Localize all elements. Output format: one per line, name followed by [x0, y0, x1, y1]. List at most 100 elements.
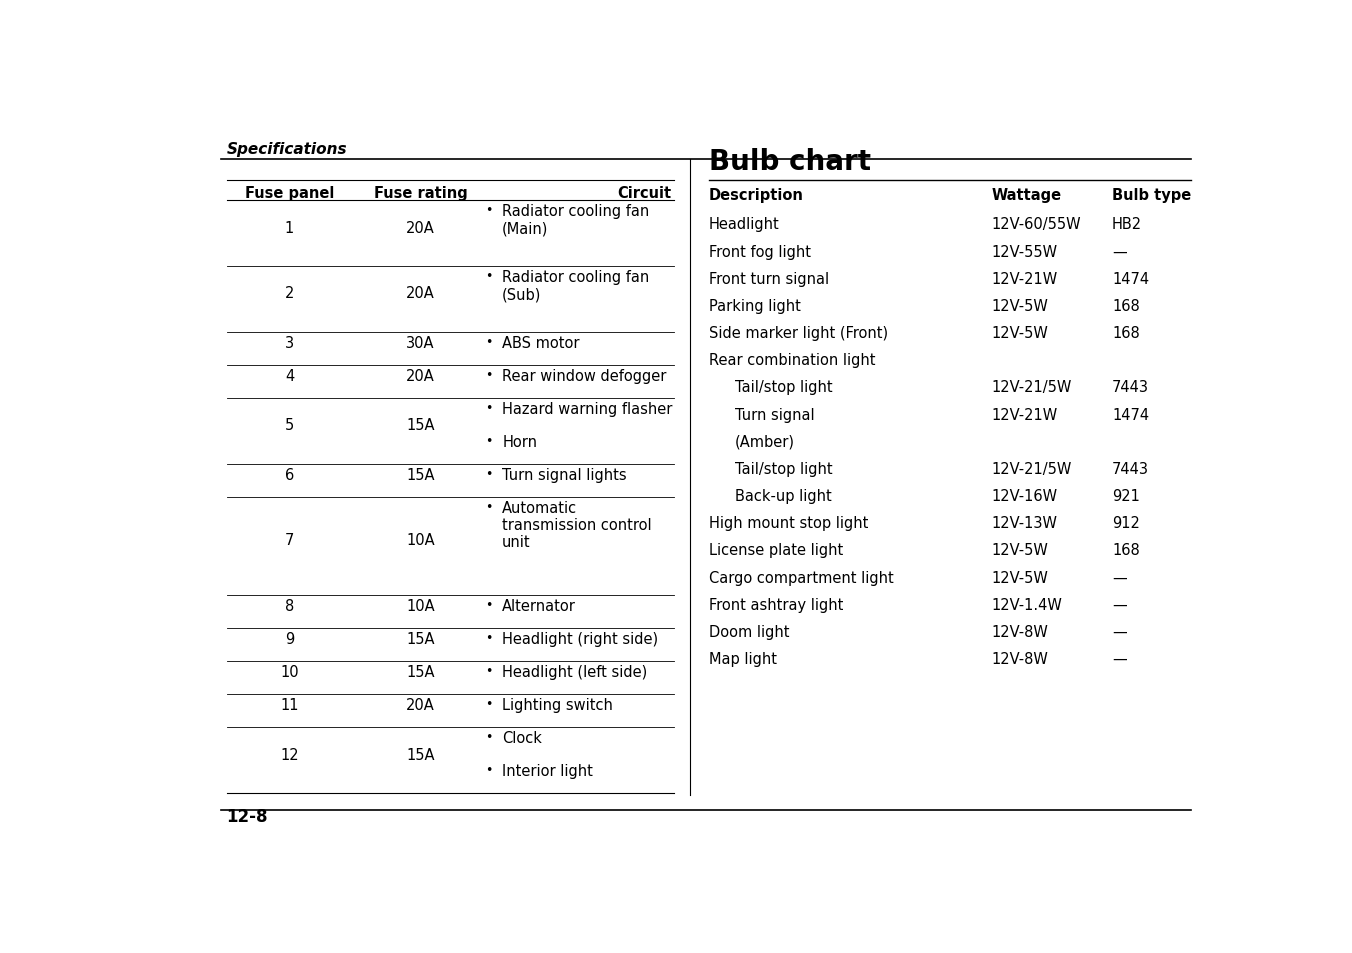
Text: •: • [485, 435, 492, 447]
Text: •: • [485, 467, 492, 480]
Text: 12V-5W: 12V-5W [991, 543, 1048, 558]
Text: 12V-60/55W: 12V-60/55W [991, 217, 1082, 233]
Text: •: • [485, 500, 492, 513]
Text: License plate light: License plate light [708, 543, 842, 558]
Text: Doom light: Doom light [708, 624, 790, 639]
Text: 12V-5W: 12V-5W [991, 570, 1048, 585]
Text: 12V-55W: 12V-55W [991, 244, 1057, 259]
Text: 1474: 1474 [1111, 272, 1149, 287]
Text: 7: 7 [285, 533, 295, 548]
Text: ABS motor: ABS motor [502, 335, 580, 351]
Text: •: • [485, 698, 492, 710]
Text: Turn signal lights: Turn signal lights [502, 467, 627, 482]
Text: —: — [1111, 244, 1126, 259]
Text: 20A: 20A [406, 369, 435, 383]
Text: •: • [485, 335, 492, 349]
Text: 12V-13W: 12V-13W [991, 516, 1057, 531]
Text: Horn: Horn [502, 435, 537, 449]
Text: (Amber): (Amber) [735, 435, 795, 449]
Text: 10: 10 [280, 664, 299, 679]
Text: 8: 8 [285, 598, 295, 614]
Text: Rear combination light: Rear combination light [708, 353, 875, 368]
Text: Bulb type: Bulb type [1111, 188, 1191, 203]
Text: 9: 9 [285, 632, 295, 646]
Text: Parking light: Parking light [708, 298, 800, 314]
Text: Specifications: Specifications [227, 142, 347, 157]
Text: 12V-1.4W: 12V-1.4W [991, 598, 1063, 612]
Text: 12: 12 [280, 747, 299, 761]
Text: 12-8: 12-8 [227, 806, 268, 824]
Text: 12V-21W: 12V-21W [991, 407, 1057, 422]
Text: 15A: 15A [406, 467, 435, 482]
Text: 15A: 15A [406, 747, 435, 761]
Text: •: • [485, 270, 492, 283]
Text: 7443: 7443 [1111, 380, 1149, 395]
Text: Radiator cooling fan
(Main): Radiator cooling fan (Main) [502, 204, 649, 236]
Text: —: — [1111, 652, 1126, 666]
Text: •: • [485, 632, 492, 644]
Text: —: — [1111, 570, 1126, 585]
Text: 3: 3 [285, 335, 293, 351]
Text: 6: 6 [285, 467, 295, 482]
Text: 912: 912 [1111, 516, 1140, 531]
Text: 15A: 15A [406, 664, 435, 679]
Text: 12V-21/5W: 12V-21/5W [991, 461, 1072, 476]
Text: •: • [485, 401, 492, 415]
Text: 20A: 20A [406, 220, 435, 235]
Text: Front turn signal: Front turn signal [708, 272, 829, 287]
Text: Headlight (right side): Headlight (right side) [502, 632, 658, 646]
Text: Automatic
transmission control
unit: Automatic transmission control unit [502, 500, 652, 550]
Text: 168: 168 [1111, 326, 1140, 340]
Text: Headlight: Headlight [708, 217, 779, 233]
Text: —: — [1111, 598, 1126, 612]
Text: High mount stop light: High mount stop light [708, 516, 868, 531]
Text: 10A: 10A [406, 533, 435, 548]
Text: •: • [485, 763, 492, 776]
Text: Map light: Map light [708, 652, 776, 666]
Text: 4: 4 [285, 369, 295, 383]
Text: 10A: 10A [406, 598, 435, 614]
Text: 12V-21W: 12V-21W [991, 272, 1057, 287]
Text: 11: 11 [280, 698, 299, 712]
Text: Headlight (left side): Headlight (left side) [502, 664, 648, 679]
Text: 7443: 7443 [1111, 461, 1149, 476]
Text: •: • [485, 664, 492, 678]
Text: Side marker light (Front): Side marker light (Front) [708, 326, 888, 340]
Text: Turn signal: Turn signal [735, 407, 814, 422]
Text: Fuse panel: Fuse panel [245, 186, 334, 200]
Text: —: — [1111, 624, 1126, 639]
Text: Interior light: Interior light [502, 763, 594, 779]
Text: •: • [485, 369, 492, 381]
Text: Hazard warning flasher: Hazard warning flasher [502, 401, 672, 416]
Text: Circuit: Circuit [617, 186, 671, 200]
Text: Back-up light: Back-up light [735, 489, 831, 503]
Text: Tail/stop light: Tail/stop light [735, 461, 833, 476]
Text: Alternator: Alternator [502, 598, 576, 614]
Text: 12V-5W: 12V-5W [991, 326, 1048, 340]
Text: Front ashtray light: Front ashtray light [708, 598, 844, 612]
Text: 168: 168 [1111, 543, 1140, 558]
Text: Radiator cooling fan
(Sub): Radiator cooling fan (Sub) [502, 270, 649, 302]
Text: 921: 921 [1111, 489, 1140, 503]
Text: 2: 2 [285, 286, 295, 301]
Text: 5: 5 [285, 417, 295, 433]
Text: Tail/stop light: Tail/stop light [735, 380, 833, 395]
Text: •: • [485, 730, 492, 743]
Text: 20A: 20A [406, 698, 435, 712]
Text: Wattage: Wattage [991, 188, 1061, 203]
Text: 12V-5W: 12V-5W [991, 298, 1048, 314]
Text: 12V-8W: 12V-8W [991, 652, 1048, 666]
Text: 15A: 15A [406, 417, 435, 433]
Text: Clock: Clock [502, 730, 542, 745]
Text: Cargo compartment light: Cargo compartment light [708, 570, 894, 585]
Text: Front fog light: Front fog light [708, 244, 811, 259]
Text: Bulb chart: Bulb chart [708, 148, 871, 175]
Text: 15A: 15A [406, 632, 435, 646]
Text: •: • [485, 204, 492, 217]
Text: 12V-21/5W: 12V-21/5W [991, 380, 1072, 395]
Text: 20A: 20A [406, 286, 435, 301]
Text: 12V-8W: 12V-8W [991, 624, 1048, 639]
Text: Description: Description [708, 188, 803, 203]
Text: 1: 1 [285, 220, 295, 235]
Text: •: • [485, 598, 492, 612]
